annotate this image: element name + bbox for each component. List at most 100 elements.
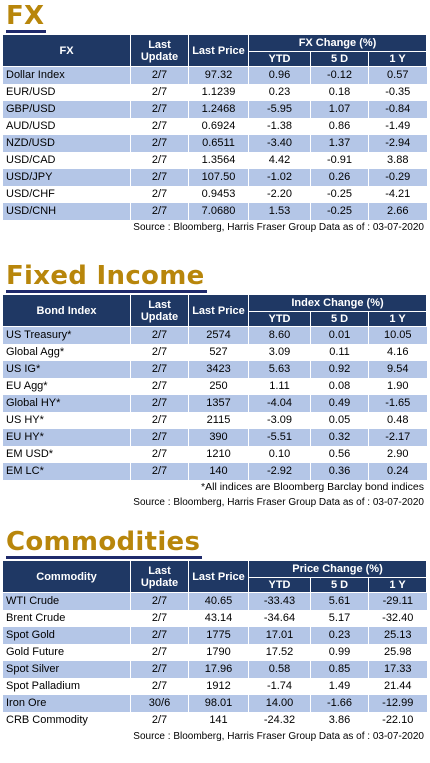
1y-change-cell: 10.05	[367, 326, 427, 344]
table-row: Global Agg* 2/7 527 3.09 0.11 4.16	[2, 344, 427, 361]
5d-change-cell: 0.85	[310, 661, 369, 678]
ytd-change-cell: 14.00	[248, 695, 311, 712]
last-update-cell: 30/6	[130, 695, 189, 712]
fx-header-update: Last Update	[130, 34, 189, 67]
last-price-cell: 98.01	[188, 695, 249, 712]
row-name-cell: EUR/USD	[2, 84, 131, 101]
row-name-cell: Dollar Index	[2, 66, 131, 84]
table-row: Dollar Index 2/7 97.32 0.96 -0.12 0.57	[2, 66, 427, 84]
last-update-cell: 2/7	[130, 592, 189, 610]
5d-change-cell: 0.26	[310, 169, 369, 186]
row-name-cell: Spot Palladium	[2, 678, 131, 695]
5d-change-cell: -0.25	[310, 186, 369, 203]
ytd-change-cell: 0.10	[248, 446, 311, 463]
row-name-cell: NZD/USD	[2, 135, 131, 152]
ytd-change-cell: -1.38	[248, 118, 311, 135]
last-update-cell: 2/7	[130, 610, 189, 627]
last-update-cell: 2/7	[130, 412, 189, 429]
1y-change-cell: 21.44	[367, 678, 427, 695]
row-name-cell: USD/CAD	[2, 152, 131, 169]
5d-change-cell: 3.86	[310, 712, 369, 729]
1y-change-cell: -22.10	[367, 712, 427, 729]
last-update-cell: 2/7	[130, 446, 189, 463]
last-update-cell: 2/7	[130, 395, 189, 412]
1y-change-cell: -0.35	[367, 84, 427, 101]
ytd-change-cell: 0.58	[248, 661, 311, 678]
last-price-cell: 1357	[188, 395, 249, 412]
ytd-change-cell: -33.43	[248, 592, 311, 610]
cm-header-price: Last Price	[188, 560, 249, 593]
5d-change-cell: 0.01	[310, 326, 369, 344]
table-row: US Treasury* 2/7 2574 8.60 0.01 10.05	[2, 326, 427, 344]
fx-section: FX FX Last Update Last Price FX Change (…	[0, 2, 430, 236]
1y-change-cell: 4.16	[367, 344, 427, 361]
row-name-cell: AUD/USD	[2, 118, 131, 135]
1y-change-cell: 0.24	[367, 463, 427, 480]
5d-change-cell: 0.36	[310, 463, 369, 480]
5d-change-cell: 5.17	[310, 610, 369, 627]
last-price-cell: 43.14	[188, 610, 249, 627]
ytd-change-cell: -5.95	[248, 101, 311, 118]
fx-header-5d: 5 D	[310, 51, 369, 67]
row-name-cell: Brent Crude	[2, 610, 131, 627]
last-update-cell: 2/7	[130, 66, 189, 84]
row-name-cell: EU Agg*	[2, 378, 131, 395]
last-price-cell: 2115	[188, 412, 249, 429]
ytd-change-cell: 3.09	[248, 344, 311, 361]
fixed-income-title: Fixed Income	[6, 261, 207, 293]
1y-change-cell: -2.17	[367, 429, 427, 446]
last-price-cell: 1912	[188, 678, 249, 695]
last-price-cell: 250	[188, 378, 249, 395]
row-name-cell: US HY*	[2, 412, 131, 429]
last-price-cell: 1790	[188, 644, 249, 661]
row-name-cell: USD/CNH	[2, 203, 131, 220]
last-update-cell: 2/7	[130, 169, 189, 186]
ytd-change-cell: 8.60	[248, 326, 311, 344]
table-row: NZD/USD 2/7 0.6511 -3.40 1.37 -2.94	[2, 135, 427, 152]
1y-change-cell: 3.88	[367, 152, 427, 169]
1y-change-cell: -0.84	[367, 101, 427, 118]
fi-header-price: Last Price	[188, 294, 249, 327]
last-update-cell: 2/7	[130, 627, 189, 644]
row-name-cell: Gold Future	[2, 644, 131, 661]
commodities-source: Source : Bloomberg, Harris Fraser Group …	[133, 731, 424, 742]
table-row: EU Agg* 2/7 250 1.11 0.08 1.90	[2, 378, 427, 395]
last-price-cell: 141	[188, 712, 249, 729]
row-name-cell: CRB Commodity	[2, 712, 131, 729]
fi-header-change: Index Change (%)	[247, 294, 428, 312]
row-name-cell: EM USD*	[2, 446, 131, 463]
ytd-change-cell: 1.53	[248, 203, 311, 220]
5d-change-cell: 0.08	[310, 378, 369, 395]
5d-change-cell: 0.99	[310, 644, 369, 661]
cm-header-update: Last Update	[130, 560, 189, 593]
fx-source: Source : Bloomberg, Harris Fraser Group …	[133, 222, 424, 233]
cm-header-index: Commodity	[2, 560, 131, 593]
last-price-cell: 40.65	[188, 592, 249, 610]
row-name-cell: EU HY*	[2, 429, 131, 446]
5d-change-cell: 0.32	[310, 429, 369, 446]
last-update-cell: 2/7	[130, 186, 189, 203]
last-update-cell: 2/7	[130, 118, 189, 135]
table-row: US HY* 2/7 2115 -3.09 0.05 0.48	[2, 412, 427, 429]
table-row: USD/CNH 2/7 7.0680 1.53 -0.25 2.66	[2, 203, 427, 220]
table-row: Gold Future 2/7 1790 17.52 0.99 25.98	[2, 644, 427, 661]
1y-change-cell: 25.98	[367, 644, 427, 661]
5d-change-cell: -0.25	[310, 203, 369, 220]
fx-header-ytd: YTD	[248, 51, 311, 67]
table-row: Spot Gold 2/7 1775 17.01 0.23 25.13	[2, 627, 427, 644]
cm-header-1y: 1 Y	[367, 577, 428, 593]
last-update-cell: 2/7	[130, 429, 189, 446]
1y-change-cell: 0.48	[367, 412, 427, 429]
1y-change-cell: 9.54	[367, 361, 427, 378]
ytd-change-cell: -2.92	[248, 463, 311, 480]
1y-change-cell: -32.40	[367, 610, 427, 627]
fixed-income-section: Fixed Income Bond Index Last Update Last…	[0, 262, 430, 511]
table-row: WTI Crude 2/7 40.65 -33.43 5.61 -29.11	[2, 592, 427, 610]
commodities-title: Commodities	[6, 527, 203, 559]
1y-change-cell: 25.13	[367, 627, 427, 644]
ytd-change-cell: 0.96	[248, 66, 311, 84]
5d-change-cell: -0.91	[310, 152, 369, 169]
last-update-cell: 2/7	[130, 644, 189, 661]
5d-change-cell: 5.61	[310, 592, 369, 610]
1y-change-cell: 2.66	[367, 203, 427, 220]
